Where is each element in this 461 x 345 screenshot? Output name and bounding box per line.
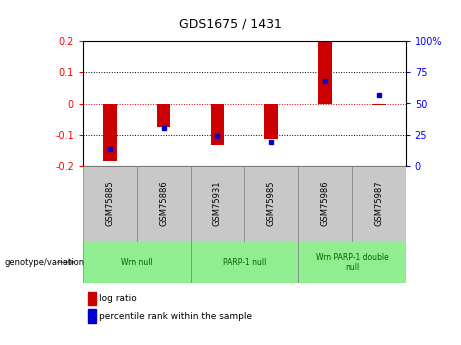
Bar [83, 241, 190, 283]
Text: percentile rank within the sample: percentile rank within the sample [99, 312, 252, 321]
Text: GSM75987: GSM75987 [374, 181, 383, 226]
Bar [298, 241, 406, 283]
Bar [83, 166, 137, 242]
Bar [88, 292, 96, 305]
Bar [137, 166, 190, 242]
Text: GSM75886: GSM75886 [159, 181, 168, 226]
Bar [298, 166, 352, 242]
Bar [88, 309, 96, 323]
Text: GSM75986: GSM75986 [320, 181, 330, 226]
Bar [103, 104, 117, 161]
Bar [352, 166, 406, 242]
Bar [190, 166, 244, 242]
Bar [265, 104, 278, 139]
Text: GSM75885: GSM75885 [106, 181, 114, 226]
Text: Wrn PARP-1 double
null: Wrn PARP-1 double null [315, 253, 388, 272]
Bar [372, 104, 385, 105]
Text: GDS1675 / 1431: GDS1675 / 1431 [179, 17, 282, 30]
Bar [244, 166, 298, 242]
Text: PARP-1 null: PARP-1 null [223, 258, 266, 267]
Text: log ratio: log ratio [99, 294, 137, 303]
Bar [157, 104, 171, 127]
Text: genotype/variation: genotype/variation [5, 258, 85, 267]
Bar [190, 241, 298, 283]
Bar [318, 41, 332, 104]
Text: GSM75931: GSM75931 [213, 181, 222, 226]
Text: GSM75985: GSM75985 [267, 181, 276, 226]
Bar [211, 104, 224, 146]
Text: Wrn null: Wrn null [121, 258, 153, 267]
